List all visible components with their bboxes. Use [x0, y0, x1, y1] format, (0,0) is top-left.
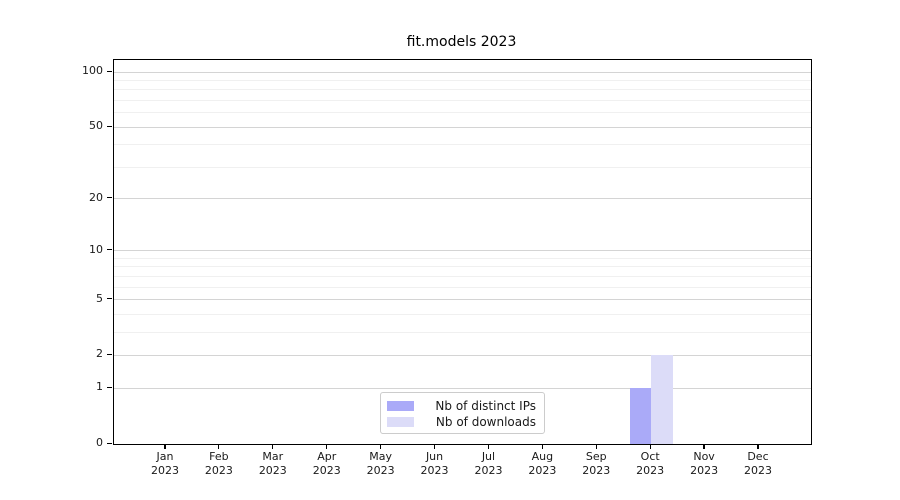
x-tick-label: Mar 2023 — [258, 450, 287, 477]
legend-swatch-downloads — [387, 416, 414, 427]
y-tick-label: 5 — [96, 291, 103, 305]
x-tick-label: Jan 2023 — [151, 450, 179, 477]
gridline-minor — [114, 89, 811, 91]
x-tick-label: Dec 2023 — [743, 450, 772, 477]
y-tick-label: 1 — [96, 380, 103, 394]
x-axis-tick — [703, 444, 705, 449]
x-tick-label: Feb 2023 — [204, 450, 233, 477]
x-axis-tick — [649, 444, 651, 449]
gridline-major — [114, 198, 811, 200]
gridline-minor — [114, 266, 811, 268]
y-tick-label: 20 — [89, 190, 103, 204]
x-tick-label: Jul 2023 — [474, 450, 503, 477]
x-axis-tick — [541, 444, 543, 449]
gridline-major — [114, 387, 811, 389]
gridline-minor — [114, 112, 811, 114]
gridline-major — [114, 126, 811, 128]
x-tick-label: Jun 2023 — [420, 450, 449, 477]
gridline-major — [114, 299, 811, 301]
y-axis-tick — [107, 70, 112, 72]
x-tick-label: Apr 2023 — [312, 450, 341, 477]
x-axis-tick — [326, 444, 328, 449]
gridline-minor — [114, 331, 811, 333]
gridline-minor — [114, 166, 811, 168]
x-tick-label: Nov 2023 — [690, 450, 719, 477]
y-axis-tick — [107, 249, 112, 251]
bar-nb-of-distinct-ips — [629, 388, 652, 444]
chart-title: fit.models 2023 — [406, 34, 517, 50]
gridline-minor — [114, 79, 811, 81]
y-tick-label: 100 — [82, 64, 103, 77]
x-tick-label: May 2023 — [366, 450, 395, 477]
y-axis-tick — [107, 298, 112, 300]
legend-label-downloads: Nb of downloads — [435, 414, 536, 429]
y-tick-label: 10 — [89, 242, 103, 256]
legend-label-distinct-ips: Nb of distinct IPs — [435, 398, 536, 413]
y-axis-tick — [107, 442, 112, 444]
y-axis-tick — [107, 386, 112, 388]
gridline-minor — [114, 313, 811, 315]
gridline-major — [114, 250, 811, 252]
x-tick-label: Sep 2023 — [582, 450, 611, 477]
x-axis-tick — [433, 444, 436, 449]
gridline-minor — [114, 286, 811, 288]
x-axis-tick — [218, 444, 220, 449]
y-tick-label: 2 — [96, 347, 103, 361]
gridline-minor — [114, 275, 811, 277]
y-axis-tick — [107, 353, 112, 356]
x-axis-tick — [164, 444, 166, 449]
bar-nb-of-downloads — [651, 355, 673, 444]
y-axis-tick — [107, 197, 112, 199]
gridline-major — [114, 71, 811, 73]
x-axis-tick — [757, 444, 759, 449]
x-axis-tick — [595, 444, 597, 449]
x-axis-tick — [272, 444, 274, 449]
gridline-major — [114, 354, 811, 356]
y-tick-label: 50 — [89, 119, 103, 133]
legend: Nb of distinct IPs Nb of downloads — [380, 392, 545, 434]
x-tick-label: Oct 2023 — [636, 450, 665, 477]
plot-area: Nb of distinct IPs Nb of downloads — [113, 59, 812, 445]
gridline-minor — [114, 99, 811, 101]
x-axis-tick — [380, 444, 382, 449]
legend-entry-downloads: Nb of downloads — [387, 414, 536, 429]
y-tick-label: 0 — [96, 436, 103, 449]
y-axis-tick — [107, 125, 112, 127]
legend-entry-distinct-ips: Nb of distinct IPs — [387, 398, 536, 413]
x-tick-label: Aug 2023 — [528, 450, 557, 477]
legend-swatch-distinct-ips — [387, 400, 414, 411]
gridline-minor — [114, 144, 811, 146]
x-axis-tick — [487, 444, 490, 449]
gridline-minor — [114, 257, 811, 259]
